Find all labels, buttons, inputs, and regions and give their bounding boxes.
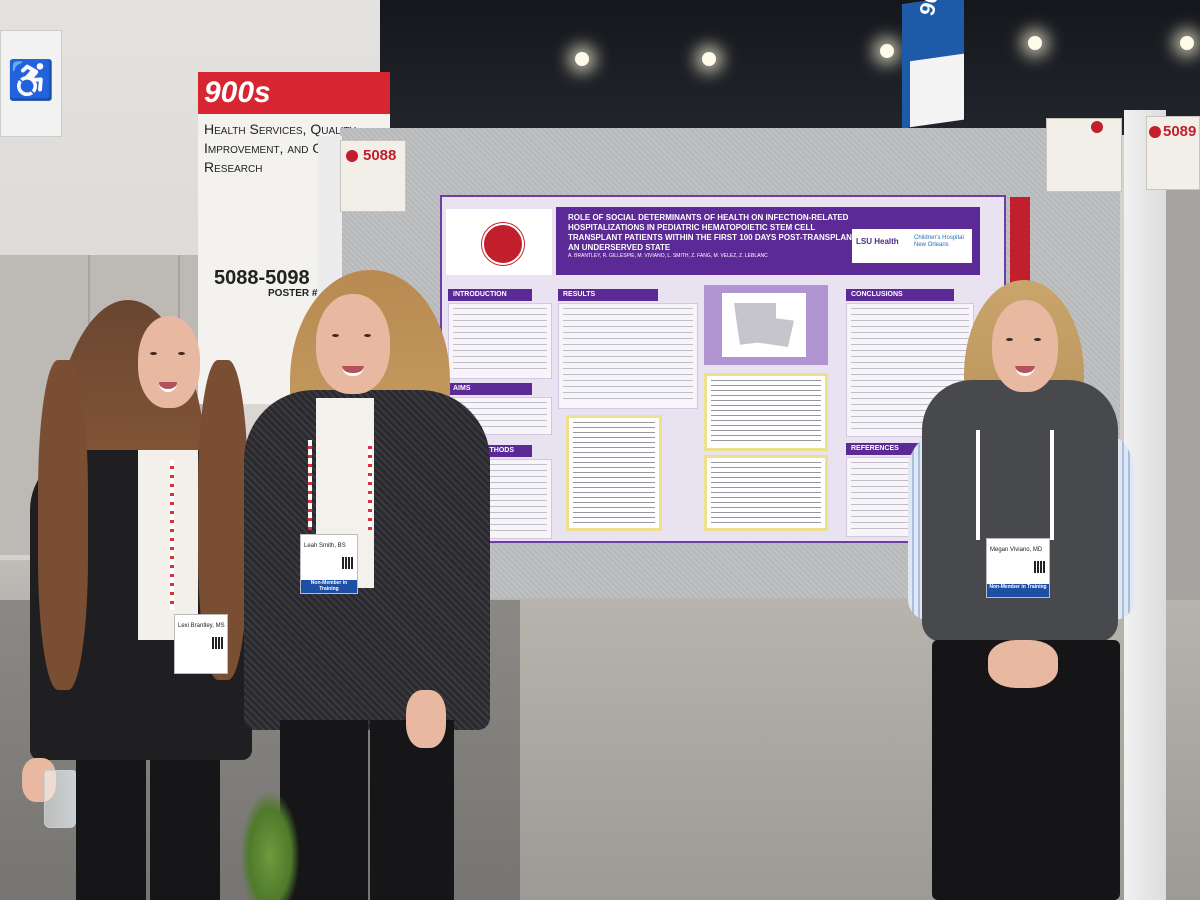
ceiling — [380, 0, 1200, 135]
ceiling-light — [575, 52, 589, 66]
badge-name-right: Megan Viviano, MD — [990, 547, 1043, 553]
name-badge-left: Lexi Brantley, MS — [174, 614, 228, 674]
lanyard — [308, 440, 312, 530]
section-results-label: RESULTS — [563, 291, 596, 298]
institution-1: LSU Health — [856, 237, 899, 246]
white-top — [138, 450, 198, 640]
ceiling-light — [702, 52, 716, 66]
hand — [406, 690, 446, 748]
wheelchair-icon: ♿ — [7, 60, 55, 102]
ash-logo-icon — [1149, 126, 1161, 138]
lanyard — [1050, 430, 1054, 540]
section-references: REFERENCES — [846, 443, 924, 455]
water-cup — [44, 770, 76, 828]
right-leg — [150, 760, 220, 900]
institution-2: Children's Hospital New Orleans — [914, 235, 964, 248]
ceiling-light — [1028, 36, 1042, 50]
section-results: RESULTS — [558, 289, 658, 301]
section-number-sign: 900s — [198, 72, 390, 114]
institution-logos: LSU Health Children's Hospital New Orlea… — [852, 229, 972, 263]
face — [316, 294, 390, 394]
qr-code-icon — [1034, 561, 1046, 573]
face — [992, 300, 1058, 392]
poster-label: POSTER #S — [268, 288, 325, 299]
right-leg — [370, 720, 454, 900]
ceiling-light — [880, 44, 894, 58]
section-conclusions: CONCLUSIONS — [846, 289, 954, 301]
ash-logo-icon — [346, 150, 358, 162]
results-map-figure — [704, 285, 828, 365]
qr-code-icon — [342, 557, 354, 569]
section-aims-label: AIMS — [453, 385, 471, 392]
poster-header: ROLE OF SOCIAL DETERMINANTS OF HEALTH ON… — [556, 207, 980, 275]
section-introduction-label: INTRODUCTION — [453, 291, 507, 298]
poster-range: 5088-5098 — [214, 267, 310, 289]
section-introduction: INTRODUCTION — [448, 289, 532, 301]
gray-vest — [922, 380, 1118, 642]
poster-session-card — [1046, 118, 1122, 192]
clasped-hands — [988, 640, 1058, 688]
ceiling-light — [1180, 36, 1194, 50]
introduction-text — [448, 303, 552, 379]
left-leg — [76, 760, 146, 900]
overhead-sign: 900s — [902, 0, 964, 129]
badge-type-right: Non-Member in Training — [987, 584, 1049, 597]
section-number: 900s — [204, 76, 271, 109]
board-number-card-left: 5088 — [340, 140, 406, 212]
ash-logo-icon — [1091, 121, 1103, 133]
results-table-3 — [704, 455, 828, 531]
lanyard — [976, 430, 980, 540]
results-table-1 — [566, 415, 662, 531]
poster-title: ROLE OF SOCIAL DETERMINANTS OF HEALTH ON… — [568, 213, 867, 252]
board-number-card-right: 5089 — [1146, 116, 1200, 190]
board-number-left: 5088 — [363, 147, 397, 164]
qr-strip — [1010, 197, 1030, 307]
badge-type-middle: Non-Member in Training — [301, 580, 357, 593]
hair-left-lock — [38, 360, 88, 690]
poster-authors: A. BRANTLEY, R. GILLESPIE, M. VIVIANO, L… — [568, 253, 768, 259]
board-number-right: 5089 — [1163, 123, 1197, 140]
name-badge-middle: Leah Smith, BS Non-Member in Training — [300, 534, 358, 594]
lanyard — [170, 460, 174, 610]
section-aims: AIMS — [448, 383, 532, 395]
society-logo-icon — [482, 223, 524, 265]
section-references-label: REFERENCES — [851, 445, 899, 452]
louisiana-map — [734, 303, 794, 347]
name-badge-right: Megan Viviano, MD Non-Member in Training — [986, 538, 1050, 598]
lanyard — [368, 440, 372, 530]
society-logo — [446, 209, 552, 275]
results-text — [558, 303, 698, 409]
face — [138, 316, 200, 408]
potted-plant — [240, 790, 300, 900]
section-methods-label: METHODS — [479, 447, 514, 454]
qr-code-icon — [212, 637, 224, 649]
person-middle: Leah Smith, BS Non-Member in Training — [240, 270, 500, 900]
section-conclusions-label: CONCLUSIONS — [851, 291, 903, 298]
person-right: Megan Viviano, MD Non-Member in Training — [900, 280, 1140, 900]
badge-name-left: Lexi Brantley, MS — [178, 623, 225, 629]
accessibility-sign: ♿ — [0, 30, 62, 137]
results-table-2 — [704, 373, 828, 451]
badge-name-middle: Leah Smith, BS — [304, 543, 346, 549]
